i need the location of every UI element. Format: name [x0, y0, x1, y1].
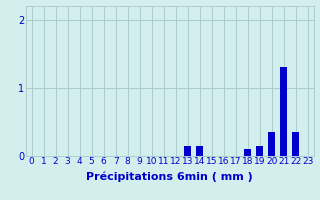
X-axis label: Précipitations 6min ( mm ): Précipitations 6min ( mm ) — [86, 172, 253, 182]
Bar — [268, 132, 275, 156]
Bar — [280, 67, 287, 156]
Bar — [196, 146, 203, 156]
Bar — [184, 146, 191, 156]
Bar — [292, 132, 299, 156]
Bar — [256, 146, 263, 156]
Bar — [244, 149, 251, 156]
